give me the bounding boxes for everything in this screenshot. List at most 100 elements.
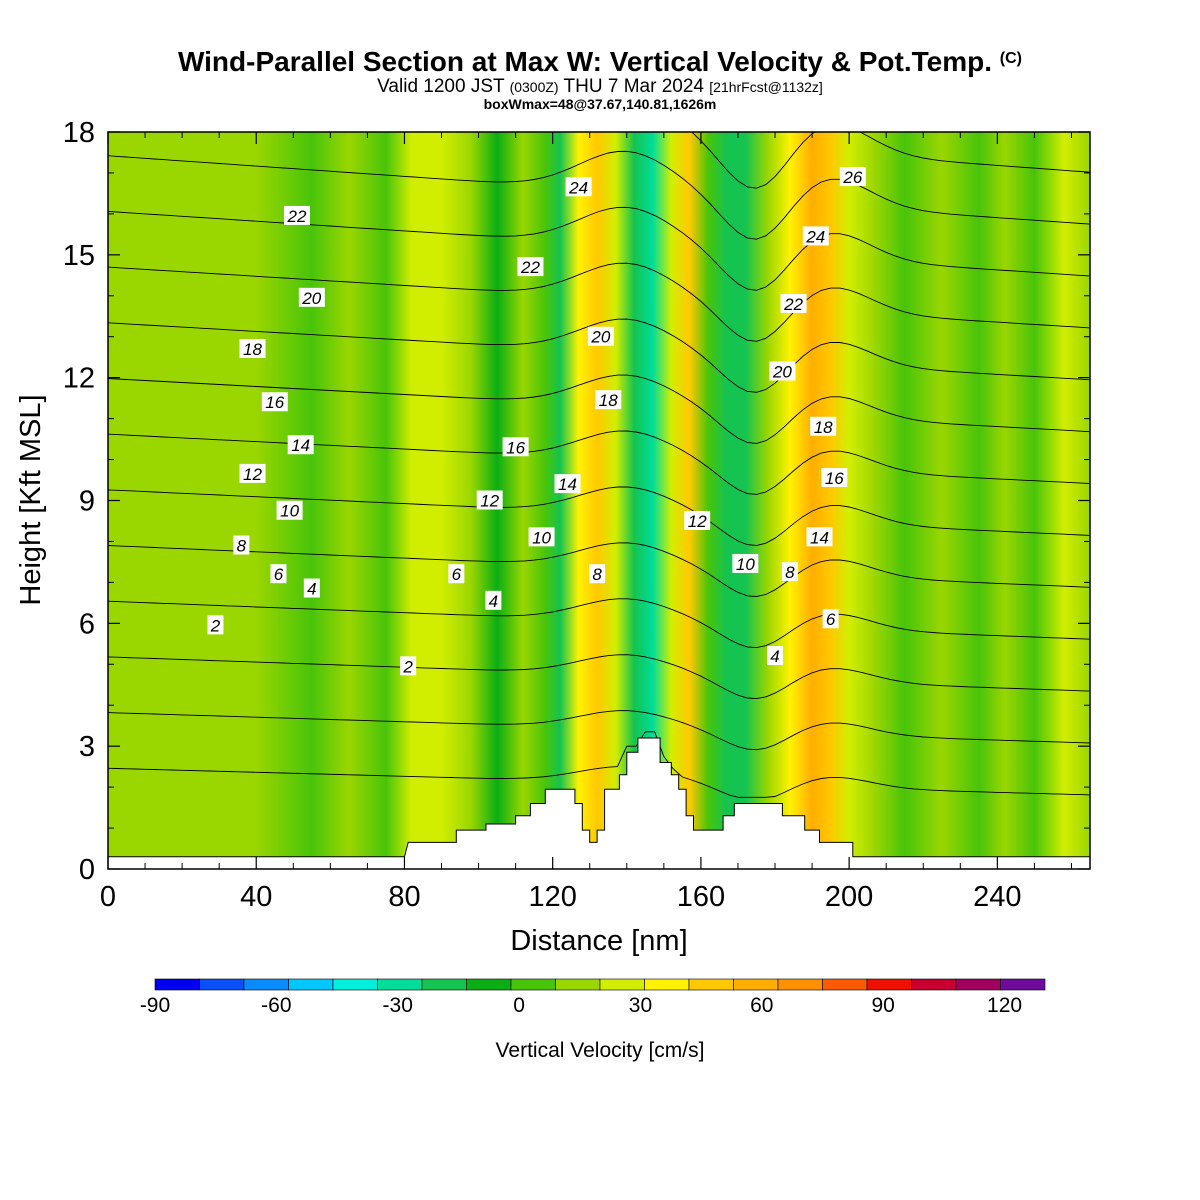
contour-label: 20 — [587, 326, 614, 347]
colorbar-swatch — [599, 978, 645, 991]
y-tick-label: 9 — [79, 486, 95, 518]
colorbar-swatch — [644, 978, 690, 991]
contour-label-bg — [839, 167, 866, 187]
contour-label: 16 — [502, 437, 529, 457]
contour-label-text: 18 — [814, 418, 833, 437]
x-tick-label: 40 — [240, 881, 272, 913]
theta-contour-16 — [108, 374, 1090, 444]
contour-label: 8 — [233, 535, 250, 556]
theta-contour-18 — [108, 318, 1090, 393]
contour-label: 16 — [261, 392, 288, 412]
contour-label-bg — [276, 500, 303, 520]
colorbar-swatch — [911, 978, 957, 991]
contour-label-text: 22 — [783, 295, 803, 314]
contour-label: 22 — [517, 257, 544, 277]
colorbar-tick-label: 0 — [513, 994, 525, 1017]
contour-label-text: 20 — [772, 363, 792, 382]
contour-label-bg — [554, 474, 581, 494]
chart-header: Wind-Parallel Section at Max W: Vertical… — [0, 44, 1200, 112]
contour-label-bg — [283, 205, 310, 225]
colorbar-swatch — [555, 978, 601, 991]
colorbar-swatch — [688, 978, 734, 991]
contour-label-text: 8 — [237, 537, 247, 556]
contour-label-text: 16 — [825, 469, 844, 488]
contour-label-text: 18 — [599, 391, 618, 410]
contour-label: 14 — [806, 527, 833, 547]
contour-label: 4 — [303, 578, 320, 599]
contour-label-bg — [595, 390, 622, 410]
y-tick-label: 12 — [63, 363, 95, 395]
contour-label-bg — [781, 562, 798, 582]
terrain — [108, 737, 1090, 869]
contour-label-bg — [684, 510, 711, 530]
contour-label: 14 — [287, 435, 314, 455]
colorbar-swatch — [777, 978, 823, 991]
colorbar-label: Vertical Velocity [cm/s] — [496, 1039, 705, 1062]
contour-label-bg — [239, 463, 266, 483]
y-axis-label: Height [Kft MSL] — [15, 394, 47, 605]
contour-label-bg — [780, 293, 807, 313]
valid-time-utc: (0300Z) — [509, 79, 559, 95]
contour-label: 18 — [595, 390, 622, 410]
x-tick-label: 0 — [100, 881, 116, 913]
y-tick-label: 18 — [63, 117, 95, 149]
contour-label-text: 4 — [307, 580, 316, 599]
contour-label-text: 26 — [842, 168, 862, 187]
contour-label-text: 6 — [452, 565, 462, 584]
contour-label-bg — [767, 646, 784, 666]
colorbar-swatch — [1000, 978, 1046, 991]
contour-label-text: 24 — [805, 227, 825, 246]
colorbar-swatch — [243, 978, 289, 991]
theta-contour-12 — [108, 486, 1090, 546]
contour-label-bg — [806, 527, 833, 547]
colorbar-tick-label: 30 — [629, 994, 652, 1017]
contour-label-text: 12 — [243, 465, 262, 484]
contour-label-bg — [732, 553, 759, 573]
contour-label-bg — [822, 609, 839, 629]
colorbar-tick-label: -60 — [261, 994, 291, 1017]
contour-label-bg — [287, 435, 314, 455]
colorbar-swatch — [288, 978, 334, 991]
contour-label-bg — [502, 437, 529, 457]
contour-label: 2 — [400, 656, 417, 676]
y-tick-label: 15 — [63, 240, 95, 272]
contour-label-bg — [528, 527, 555, 547]
contour-label-bg — [810, 416, 837, 436]
copyright-mark: (C) — [999, 50, 1023, 67]
y-tick-label: 3 — [79, 731, 95, 763]
contour-label-text: 2 — [402, 657, 413, 676]
contour-label-text: 20 — [301, 289, 321, 308]
contour-label: 2 — [207, 615, 224, 635]
theta-contour-2 — [108, 731, 1090, 798]
theta-contour-10 — [108, 542, 1090, 597]
valid-date: THU 7 Mar 2024 — [563, 76, 704, 97]
colorbar-tick-label: -30 — [383, 994, 413, 1017]
theta-contour-24 — [108, 150, 1090, 240]
contour-label-text: 14 — [291, 436, 310, 455]
x-tick-label: 240 — [973, 881, 1021, 913]
contour-label: 10 — [732, 553, 759, 574]
contour-label: 14 — [554, 474, 581, 494]
contour-label: 18 — [810, 416, 837, 437]
contour-label-text: 22 — [287, 207, 307, 226]
contour-label-text: 6 — [274, 565, 284, 584]
colorbar-swatch — [421, 978, 467, 991]
contour-label: 4 — [767, 646, 784, 666]
colorbar-swatch — [199, 978, 245, 991]
theta-contour-26 — [691, 132, 1090, 189]
contour-label-bg — [476, 490, 503, 510]
contour-label-text: 16 — [265, 393, 284, 412]
contour-label-text: 18 — [243, 340, 262, 359]
chart-subtitle: Valid 1200 JST (0300Z) THU 7 Mar 2024 [2… — [0, 77, 1200, 97]
colorbar-tick-label: 90 — [872, 994, 895, 1017]
contour-label: 20 — [298, 287, 325, 308]
contour-label-bg — [207, 615, 224, 635]
contour-label-text: 10 — [736, 555, 755, 574]
contour-label-text: 14 — [810, 528, 829, 547]
contour-label-bg — [587, 326, 614, 346]
contour-label-text: 8 — [785, 563, 795, 582]
box-info: boxWmax=48@37.67,140.81,1626m — [483, 96, 717, 112]
contour-label-bg — [233, 535, 250, 555]
valid-time: Valid 1200 JST — [377, 76, 505, 97]
